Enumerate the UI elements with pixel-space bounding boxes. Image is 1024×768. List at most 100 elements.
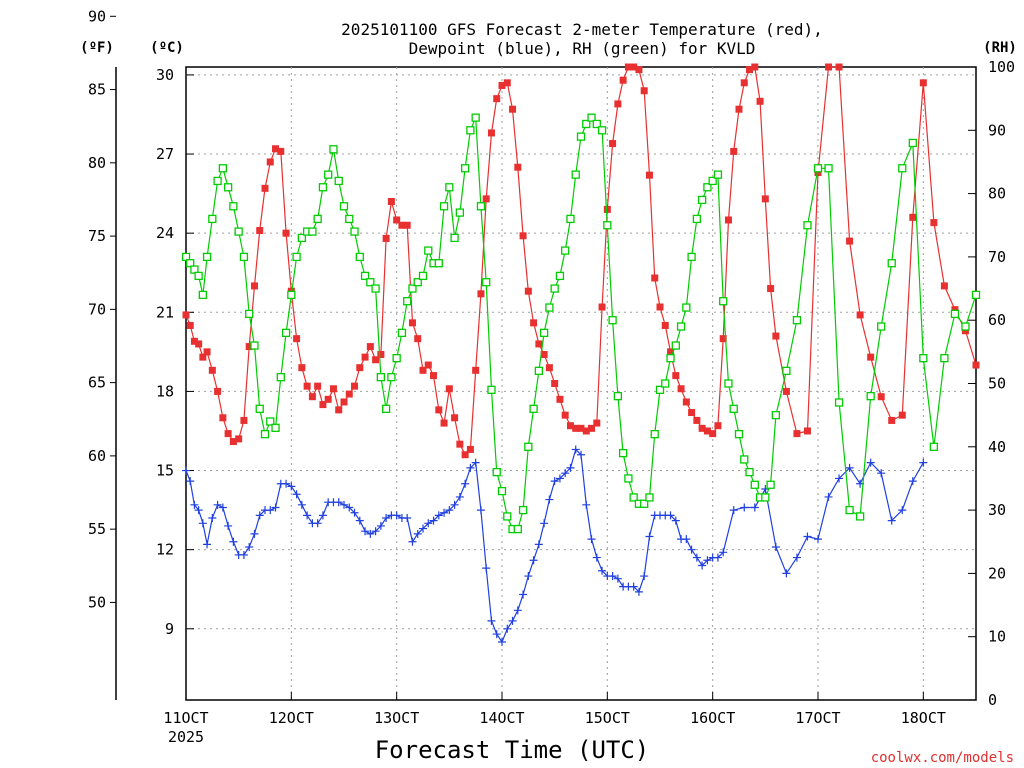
temperature-point xyxy=(266,158,274,166)
temperature-point xyxy=(972,361,980,369)
rh-point xyxy=(194,271,203,281)
temperature-point xyxy=(535,340,543,348)
temperature-point xyxy=(366,343,374,351)
dewpoint-point xyxy=(350,508,359,517)
dewpoint-point xyxy=(371,527,380,536)
temperature-point xyxy=(445,385,453,393)
rh-point xyxy=(782,366,791,375)
rh-point xyxy=(360,271,370,281)
temperature-point xyxy=(293,335,301,343)
unit-label-fahrenheit: (ºF) xyxy=(80,40,114,56)
rh-point xyxy=(676,322,686,331)
dewpoint-point xyxy=(908,477,917,486)
fahrenheit-tick-label: 80 xyxy=(88,154,106,172)
dewpoint-point xyxy=(582,500,591,509)
rh-point xyxy=(218,164,228,173)
dewpoint-point xyxy=(455,492,464,501)
temperature-point xyxy=(382,234,390,242)
rh-point xyxy=(518,505,528,515)
temperature-point xyxy=(645,171,653,179)
rh-point xyxy=(866,392,875,401)
rh-point xyxy=(271,423,280,432)
rh-point xyxy=(455,208,465,217)
temperature-point xyxy=(524,287,532,295)
unit-label-celsius: (ºC) xyxy=(150,40,184,56)
dewpoint-point xyxy=(555,474,564,483)
temperature-point xyxy=(746,66,754,74)
temperature-point xyxy=(261,184,269,192)
fahrenheit-tick-label: 65 xyxy=(88,374,106,392)
rh-point xyxy=(592,119,601,129)
temperature-point xyxy=(219,414,227,422)
temperature-point xyxy=(435,406,443,414)
dewpoint-point xyxy=(645,532,654,541)
temperature-point xyxy=(403,221,411,229)
unit-label-rh: (RH) xyxy=(983,40,1017,56)
dewpoint-point xyxy=(208,514,217,523)
rh-point xyxy=(650,429,659,439)
rh-point xyxy=(460,164,470,173)
temperature-point xyxy=(566,422,574,430)
rh-point xyxy=(713,170,723,179)
temperature-point xyxy=(719,335,727,343)
temperature-point xyxy=(298,364,306,372)
temperature-point xyxy=(466,445,474,453)
dewpoint-point xyxy=(824,492,833,501)
dewpoint-point xyxy=(519,590,528,599)
dewpoint-point xyxy=(313,519,322,528)
rh-point xyxy=(476,202,486,211)
temperature-point xyxy=(408,319,416,327)
rh-point xyxy=(418,271,428,281)
dewpoint-point xyxy=(640,572,649,581)
dewpoint-point xyxy=(382,514,391,523)
temperature-point xyxy=(588,424,596,432)
temperature-point xyxy=(624,63,632,71)
rh-point xyxy=(339,202,349,211)
temperature-point xyxy=(282,229,290,237)
rh-point xyxy=(450,233,459,243)
dewpoint-point xyxy=(282,479,291,488)
rh-point xyxy=(397,328,407,338)
dewpoint-point xyxy=(534,540,543,549)
temperature-point xyxy=(772,332,780,340)
rh-point xyxy=(308,227,317,236)
dewpoint-point xyxy=(629,582,638,591)
temperature-point xyxy=(430,372,438,380)
rh-line xyxy=(185,116,977,530)
temperature-point xyxy=(630,63,638,71)
fahrenheit-tick-label: 55 xyxy=(88,520,106,538)
rh-point xyxy=(213,176,222,186)
temperature-point xyxy=(324,395,332,403)
temperature-point xyxy=(387,198,395,206)
dewpoint-point xyxy=(529,556,538,565)
dewpoint-point xyxy=(229,537,238,546)
dewpoint-point xyxy=(424,519,433,528)
dewpoint-point xyxy=(440,508,449,517)
temperature-point xyxy=(709,430,717,438)
dewpoint-point xyxy=(550,477,559,486)
temperature-point xyxy=(561,411,569,419)
rh-point xyxy=(940,354,949,363)
rh-point xyxy=(250,341,259,350)
temperature-point xyxy=(303,382,311,390)
rh-point xyxy=(539,328,549,338)
dewpoint-point xyxy=(186,477,195,486)
dewpoint-point xyxy=(366,529,375,538)
temperature-point xyxy=(577,424,585,432)
celsius-tick-label: 27 xyxy=(156,145,174,163)
rh-point xyxy=(208,214,217,224)
temperature-point xyxy=(856,311,864,319)
temperature-line xyxy=(185,66,977,456)
temperature-point xyxy=(514,163,522,171)
data-series xyxy=(181,63,981,646)
temperature-point xyxy=(793,430,801,438)
fahrenheit-tick-label: 85 xyxy=(88,81,106,99)
temperature-point xyxy=(714,422,722,430)
temperature-point xyxy=(329,385,337,393)
rh-point xyxy=(824,164,833,173)
celsius-tick-label: 9 xyxy=(165,620,174,638)
dewpoint-point xyxy=(524,572,533,581)
rh-point xyxy=(771,410,781,420)
temperature-point xyxy=(740,79,748,87)
rh-point xyxy=(403,297,412,306)
